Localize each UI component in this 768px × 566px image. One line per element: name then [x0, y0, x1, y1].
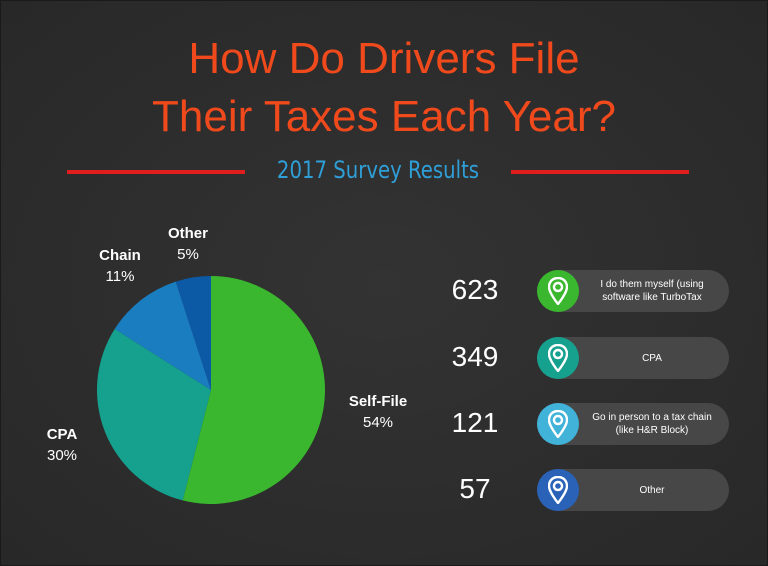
legend-text: Other: [639, 484, 665, 496]
slice-name: Self-File: [348, 393, 408, 410]
slice-percent: 30%: [46, 447, 78, 464]
legend-pill: I do them myself (using software like Tu…: [537, 270, 729, 312]
legend-row-self-file: 623 I do them myself (using software lik…: [440, 270, 740, 314]
title-line-2: Their Taxes Each Year?: [152, 92, 616, 141]
divider-left: [67, 170, 245, 174]
slice-percent: 54%: [362, 414, 394, 431]
legend-count: 349: [451, 341, 499, 372]
legend-row-other: 57 Other: [440, 469, 740, 513]
map-pin-icon: [537, 337, 579, 379]
slice-label-other: Other 5%: [156, 223, 220, 265]
legend-pill: Go in person to a tax chain (like H&R Bl…: [537, 403, 729, 445]
slice-label-self-file: Self-File 54%: [346, 391, 410, 433]
divider-right: [511, 170, 689, 174]
pie-slice-self-file: [182, 276, 325, 504]
legend-count: 57: [459, 473, 491, 504]
map-pin-icon: [537, 403, 579, 445]
slice-name: CPA: [46, 426, 78, 443]
pie-chart: [97, 276, 325, 504]
legend-text: Go in person to a tax chain (like H&R Bl…: [592, 412, 712, 436]
pie-slice-cpa: [97, 328, 211, 501]
slice-percent: 5%: [177, 246, 199, 263]
slice-label-cpa: CPA 30%: [30, 424, 94, 466]
map-pin-icon: [537, 469, 579, 511]
pie-slice-chain: [114, 281, 211, 390]
legend-text: I do them myself (using software like Tu…: [600, 279, 704, 303]
legend-row-chain: 121 Go in person to a tax chain (like H&…: [440, 403, 740, 447]
legend-pill: CPA: [537, 337, 729, 379]
legend-pill: Other: [537, 469, 729, 511]
title-line-1: How Do Drivers File: [188, 34, 580, 83]
map-pin-icon: [537, 270, 579, 312]
slice-percent: 11%: [105, 268, 135, 285]
pie-slice-other: [175, 276, 211, 390]
legend-row-cpa: 349 CPA: [440, 337, 740, 381]
slice-label-chain: Chain 11%: [88, 245, 152, 287]
legend-count: 121: [451, 407, 499, 438]
subtitle: 2017 Survey Results: [276, 156, 480, 184]
slice-name: Other: [167, 225, 208, 242]
legend-count: 623: [451, 274, 499, 305]
slice-name: Chain: [99, 247, 141, 264]
legend-text: CPA: [642, 352, 662, 364]
